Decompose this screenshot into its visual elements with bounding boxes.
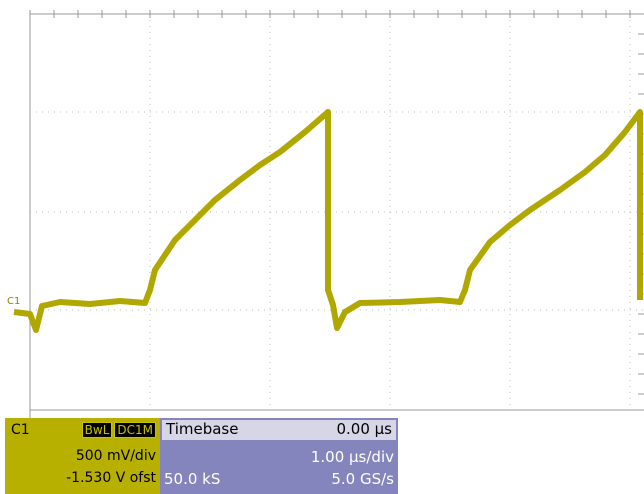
graticule: C1: [7, 10, 644, 418]
samples: 50.0 kS: [164, 470, 221, 488]
channel-name: C1: [11, 422, 30, 438]
timebase-header: Timebase 0.00 µs: [162, 420, 396, 440]
waveform: [13, 109, 643, 333]
offset: -1.530 V ofst: [66, 470, 156, 486]
grid: [29, 10, 644, 418]
badges: BwL DC1M: [80, 422, 156, 438]
timebase-panel[interactable]: Timebase 0.00 µs 1.00 µs/div 50.0 kS 5.0…: [160, 418, 398, 494]
delay: 0.00 µs: [336, 420, 392, 438]
badge: DC1M: [114, 422, 156, 438]
badge: BwL: [81, 422, 113, 438]
vertical-scale: 500 mV/div: [75, 448, 156, 464]
timebase-title: Timebase: [166, 420, 239, 438]
channel-panel[interactable]: C1 BwL DC1M 500 mV/div -1.530 V ofst: [5, 418, 160, 494]
time-scale: 1.00 µs/div: [310, 448, 394, 466]
trace-label: C1: [7, 296, 20, 307]
sample-rate: 5.0 GS/s: [331, 470, 394, 488]
